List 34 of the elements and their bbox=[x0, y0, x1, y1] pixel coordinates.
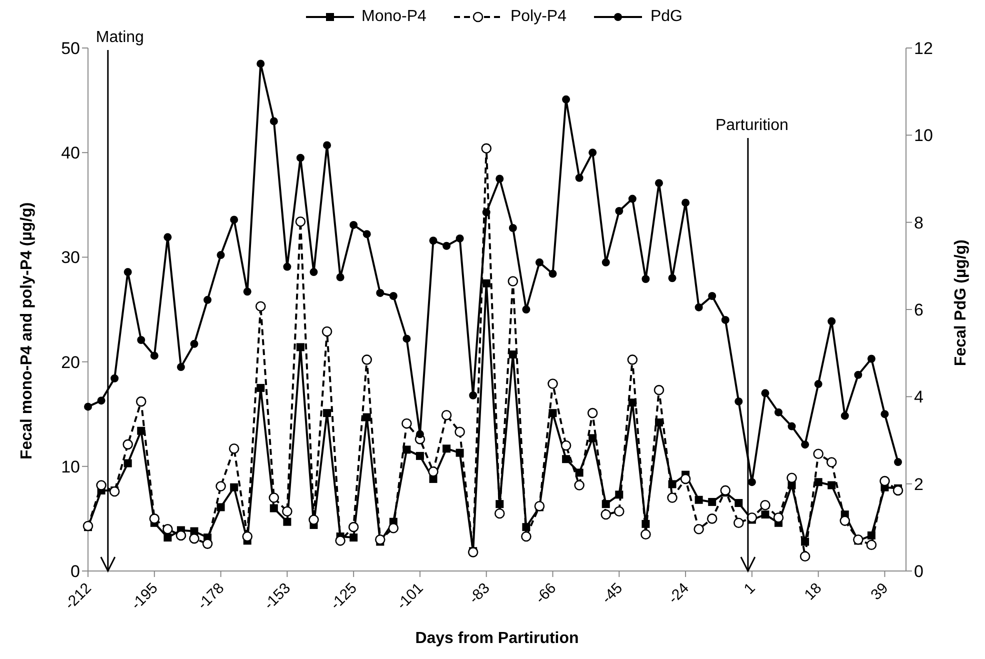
y-tick-label: 30 bbox=[61, 248, 80, 268]
y-tick-label: 50 bbox=[61, 39, 80, 58]
y-tick-label: 20 bbox=[61, 352, 80, 372]
y2-tick-label: 0 bbox=[914, 562, 924, 582]
y2-tick-label: 12 bbox=[914, 39, 933, 58]
x-tick-label: -153 bbox=[260, 580, 294, 614]
y-tick-label: 0 bbox=[70, 562, 80, 582]
legend-label: Mono-P4 bbox=[362, 8, 426, 26]
x-tick-label: 39 bbox=[868, 580, 892, 604]
x-tick-label: -101 bbox=[394, 580, 427, 614]
y2-tick-label: 2 bbox=[914, 474, 924, 494]
y-axis-title: Fecal mono-P4 and poly-P4 (µg/g) bbox=[18, 202, 36, 460]
x-tick-label: -195 bbox=[128, 580, 162, 614]
y-tick-label: 10 bbox=[61, 457, 80, 476]
legend-label: Poly-P4 bbox=[510, 8, 566, 26]
y2-tick-label: 4 bbox=[914, 388, 924, 407]
x-tick-label: 18 bbox=[801, 580, 826, 604]
annotation: Parturition bbox=[715, 117, 788, 134]
legend-label: PdG bbox=[650, 8, 682, 26]
x-axis-title: Days from Partirution bbox=[415, 630, 579, 647]
x-tick-label: -125 bbox=[327, 580, 360, 614]
y2-axis-title: Fecal PdG (µg/g) bbox=[952, 240, 970, 366]
text: Mating bbox=[96, 29, 144, 46]
y2-tick-label: 6 bbox=[914, 300, 924, 320]
x-tick-label: -45 bbox=[598, 580, 626, 608]
x-tick-label: -83 bbox=[466, 580, 494, 608]
y2-tick-label: 10 bbox=[914, 126, 933, 146]
y-tick-label: 40 bbox=[61, 144, 80, 163]
x-tick-label: -212 bbox=[62, 580, 95, 614]
x-tick-label: -24 bbox=[665, 580, 692, 608]
x-tick-label: -66 bbox=[532, 580, 560, 608]
x-tick-label: 1 bbox=[740, 580, 759, 598]
y2-tick-label: 8 bbox=[914, 213, 924, 232]
x-tick-label: -178 bbox=[194, 580, 228, 614]
